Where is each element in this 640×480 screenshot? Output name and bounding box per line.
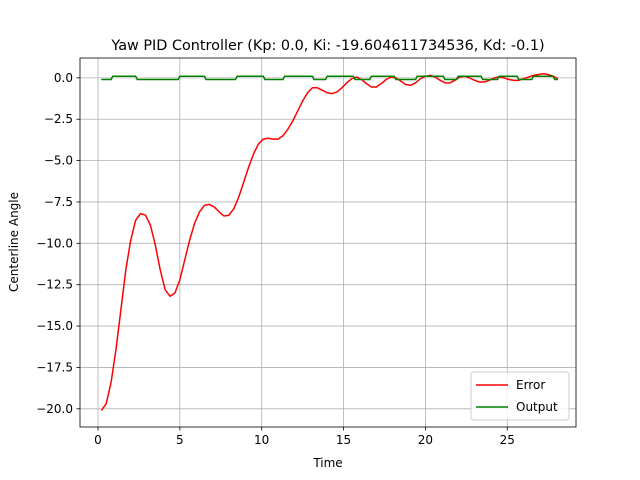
y-tick-label-neg17-5: −17.5 [36, 360, 73, 374]
y-tick-label-neg10: −10.0 [36, 236, 73, 250]
legend-frame [470, 371, 570, 421]
x-tick-label-5: 5 [176, 433, 184, 447]
y-tick-label-neg2-5: −2.5 [44, 112, 73, 126]
legend-label-output: Output [516, 400, 558, 414]
series-line-error [100, 72, 559, 411]
y-tick-label-neg7-5: −7.5 [44, 195, 73, 209]
legend: Error Output [470, 371, 570, 421]
y-axis-title: Centerline Angle [7, 192, 21, 292]
x-tick-label-0: 0 [94, 433, 102, 447]
y-tick-label-neg20: −20.0 [36, 402, 73, 416]
chart-title: Yaw PID Controller (Kp: 0.0, Ki: -19.604… [110, 38, 544, 54]
y-tick-label-neg12-5: −12.5 [36, 278, 73, 292]
x-tick-label-10: 10 [254, 433, 269, 447]
y-tick-label-0: 0.0 [54, 71, 73, 85]
x-axis-title: Time [312, 456, 342, 470]
series-line-output [101, 75, 558, 81]
x-axis: 0 5 10 15 20 25 [94, 427, 515, 447]
x-tick-label-25: 25 [500, 433, 515, 447]
y-tick-label-neg5: −5.0 [44, 154, 73, 168]
x-tick-label-15: 15 [336, 433, 351, 447]
series-layer [100, 72, 559, 411]
legend-label-error: Error [516, 378, 545, 392]
y-axis: 0.0 −2.5 −5.0 −7.5 −10.0 −12.5 −15.0 −17.5 −20.0 [36, 71, 80, 416]
y-tick-label-neg15: −15.0 [36, 319, 73, 333]
plot-frame [79, 57, 577, 428]
x-tick-label-20: 20 [418, 433, 433, 447]
